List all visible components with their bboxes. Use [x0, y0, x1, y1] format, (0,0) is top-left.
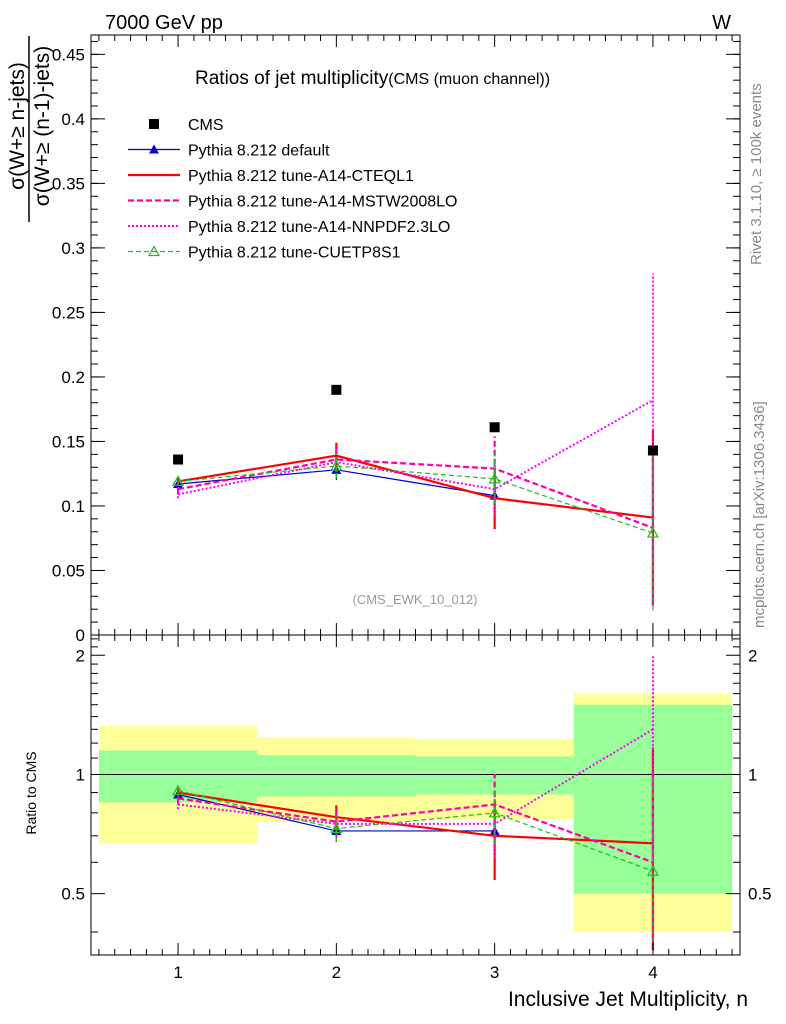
cms-data-point	[647, 445, 658, 456]
ratio-line-cteql1	[177, 791, 653, 845]
cms-data-point	[173, 454, 184, 465]
legend-label-cuetp: Pythia 8.212 tune-CUETP8S1	[188, 245, 401, 262]
chart-title: Ratios of jet multiplicity(CMS (muon cha…	[195, 68, 550, 89]
data-point	[330, 459, 343, 471]
cms-data-point	[489, 422, 500, 433]
cms-data-point	[331, 384, 342, 395]
ratio-line-mstw	[177, 797, 654, 864]
ratio-tick-label-left: 1	[76, 765, 85, 784]
ratio-data-point	[488, 806, 501, 818]
y-tick-label: 0.35	[52, 174, 85, 193]
legend-marker-default	[149, 144, 159, 154]
ratio-series-group	[91, 655, 740, 951]
y-tick-label: 0.4	[61, 110, 85, 129]
y-axis-label-numerator: σ(W+≥ n-jets)	[6, 62, 29, 190]
ratio-tick-label-right: 1	[748, 765, 757, 784]
chart-subtitle: (CMS (muon channel))	[388, 71, 550, 88]
legend-label-cteql1: Pythia 8.212 tune-A14-CTEQL1	[188, 168, 414, 185]
y-tick-label: 0.45	[52, 45, 85, 64]
ratio-tick-label-right: 0.5	[748, 885, 772, 904]
series-line-cteql1	[177, 454, 654, 519]
series-line-nnpdf	[177, 399, 654, 496]
legend: CMS Pythia 8.212 default Pythia 8.212 tune…	[128, 117, 457, 262]
x-tick-label: 4	[648, 963, 657, 982]
y-tick-label: 0.2	[61, 368, 85, 387]
y-tick-label: 0.15	[52, 432, 85, 451]
legend-label-mstw: Pythia 8.212 tune-A14-MSTW2008LO	[188, 194, 457, 211]
ratio-tick-label-left: 0.5	[61, 885, 85, 904]
ratio-inner-band	[257, 754, 416, 797]
ratio-line-nnpdf	[177, 728, 654, 825]
ratio-y-axis-label: Ratio to CMS	[23, 751, 39, 834]
ratio-tick-label-left: 2	[76, 646, 85, 665]
x-tick-label: 3	[490, 963, 499, 982]
series-line-cuetp	[178, 465, 654, 534]
legend-marker-cms	[149, 119, 159, 129]
axes-group: 1 2 3 4 0 0.05 0.1 0.15 0.2 0.25 0.3 0.35 0.4 0.45 0.5…	[52, 35, 772, 982]
mcplots-label: mcplots.cern.ch [arXiv:1306.3436]	[751, 401, 768, 628]
analysis-id-label: (CMS_EWK_10_012)	[353, 592, 478, 607]
process-label: W	[712, 12, 731, 34]
main-series-group	[172, 273, 659, 611]
ratio-plot-frame	[90, 634, 741, 956]
ratio-line-cuetp	[177, 790, 654, 872]
legend-label-nnpdf: Pythia 8.212 tune-A14-NNPDF2.3LO	[188, 219, 450, 236]
y-axis-label-denominator: σ(W+≥ (n-1)-jets)	[31, 46, 54, 206]
energy-label: 7000 GeV pp	[105, 12, 223, 34]
y-tick-label: 0.3	[61, 239, 85, 258]
ratio-data-point	[172, 784, 185, 796]
rivet-label: Rivet 3.1.10, ≥ 100k events	[748, 83, 765, 265]
x-tick-label: 2	[332, 963, 341, 982]
x-tick-label: 1	[173, 963, 182, 982]
legend-label-default: Pythia 8.212 default	[188, 143, 330, 160]
legend-marker-cuetp	[147, 245, 161, 257]
y-tick-label: 0.25	[52, 303, 85, 322]
ratio-tick-label-right: 2	[748, 646, 757, 665]
y-tick-label: 0.1	[61, 497, 85, 516]
x-axis-label: Inclusive Jet Multiplicity, n	[508, 988, 748, 1011]
y-tick-label: 0.05	[52, 561, 85, 580]
chart-title-main: Ratios of jet multiplicity	[195, 68, 389, 89]
y-tick-label: 0	[76, 626, 85, 645]
legend-label-cms: CMS	[188, 117, 224, 134]
